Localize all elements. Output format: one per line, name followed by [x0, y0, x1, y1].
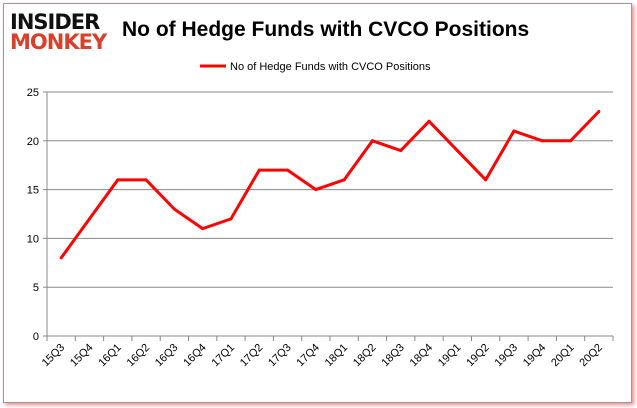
series-line — [59, 110, 600, 259]
data-point — [144, 178, 148, 182]
data-point — [201, 227, 205, 231]
data-point — [597, 110, 601, 114]
x-tick-label: 17Q4 — [294, 342, 322, 370]
chart-frame: INSIDER MONKEY No of Hedge Funds with CV… — [3, 3, 632, 403]
x-tick-label: 18Q4 — [408, 342, 436, 370]
x-tick-label: 15Q4 — [68, 342, 96, 370]
x-tick-label: 16Q1 — [96, 342, 124, 370]
y-tick-label: 5 — [33, 282, 39, 294]
data-point — [229, 217, 233, 221]
x-tick-label: 16Q3 — [153, 342, 181, 370]
data-point — [286, 168, 290, 172]
x-tick-label: 15Q3 — [40, 342, 68, 370]
data-point — [342, 178, 346, 182]
data-point — [172, 207, 176, 211]
x-tick-label: 16Q2 — [125, 342, 153, 370]
data-point — [399, 149, 403, 153]
data-point — [59, 256, 63, 260]
data-point — [116, 178, 120, 182]
logo-line2: MONKEY — [10, 30, 107, 54]
chart-title: No of Hedge Funds with CVCO Positions — [122, 18, 530, 41]
insider-monkey-logo: INSIDER MONKEY — [10, 10, 107, 54]
x-tick-label: 17Q1 — [210, 342, 238, 370]
data-point — [484, 178, 488, 182]
data-point — [87, 217, 91, 221]
y-tick-label: 10 — [27, 233, 39, 245]
x-tick-label: 18Q2 — [351, 342, 379, 370]
x-tick-label: 16Q4 — [181, 342, 209, 370]
x-tick-label: 17Q2 — [238, 342, 266, 370]
x-tick-label: 19Q3 — [493, 342, 521, 370]
y-tick-label: 0 — [33, 331, 39, 343]
x-tick-label: 20Q2 — [577, 342, 605, 370]
data-point — [370, 139, 374, 143]
x-tick-label: 19Q4 — [521, 342, 549, 370]
data-point — [569, 139, 573, 143]
y-tick-label: 25 — [27, 87, 39, 99]
x-tick-label: 19Q2 — [464, 342, 492, 370]
y-tick-label: 15 — [27, 185, 39, 197]
data-point — [455, 149, 459, 153]
x-tick-label: 20Q1 — [549, 342, 577, 370]
data-point — [512, 129, 516, 133]
x-tick-label: 18Q3 — [379, 342, 407, 370]
data-point — [257, 168, 261, 172]
logo-line1: INSIDER — [10, 10, 100, 34]
data-point — [427, 119, 431, 123]
x-tick-label: 19Q1 — [436, 342, 464, 370]
x-tick-label: 17Q3 — [266, 342, 294, 370]
legend-label: No of Hedge Funds with CVCO Positions — [230, 61, 431, 73]
x-tick-label: 18Q1 — [323, 342, 351, 370]
data-point — [314, 188, 318, 192]
y-tick-label: 20 — [27, 136, 39, 148]
data-point — [540, 139, 544, 143]
